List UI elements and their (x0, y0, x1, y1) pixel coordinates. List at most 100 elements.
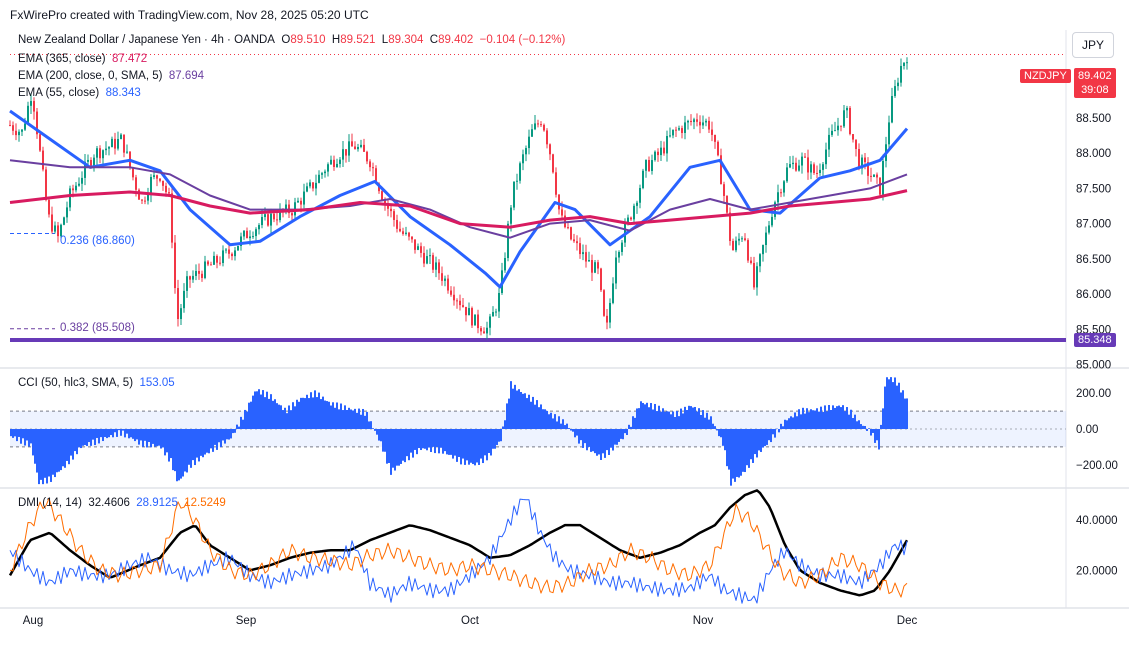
candle-body (783, 181, 785, 193)
cci-bar (900, 392, 902, 429)
cci-bar (254, 391, 256, 429)
candle-body (459, 300, 461, 306)
cci-bar (868, 428, 870, 429)
cci-bar (902, 390, 904, 429)
candle-body (339, 159, 341, 164)
cci-bar (302, 397, 304, 429)
candle-body (150, 176, 152, 195)
cci-bar (824, 405, 826, 429)
support-price-tag: 85.348 (1074, 333, 1116, 347)
cci-bar (674, 416, 676, 429)
cci-bar (414, 429, 416, 450)
cci-bar (698, 408, 700, 429)
candle-body (426, 256, 428, 264)
candle-body (729, 212, 731, 241)
cci-bar (336, 402, 338, 429)
candle-body (189, 276, 191, 280)
candle-body (183, 290, 185, 309)
cci-bar (622, 429, 624, 440)
cci-bar (290, 410, 292, 429)
cci-bar (416, 429, 418, 455)
ema-line-2 (9, 189, 908, 229)
candle-body (117, 139, 119, 149)
cci-bar (796, 416, 798, 429)
cci-bar (10, 429, 12, 437)
candle-body (321, 173, 323, 175)
candle-body (234, 250, 236, 257)
cci-bar (126, 429, 128, 434)
cci-bar (492, 429, 494, 449)
cci-bar (760, 429, 762, 452)
cci-bar (248, 402, 250, 429)
cci-bar (432, 429, 434, 447)
cci-bar (866, 429, 868, 431)
cci-bar (402, 429, 404, 461)
candle-body (354, 146, 356, 150)
candle-body (606, 315, 608, 323)
candle-body (666, 136, 668, 154)
cci-bar (846, 407, 848, 429)
cci-bar (298, 401, 300, 429)
cci-bar (666, 411, 668, 429)
candle-body (789, 164, 791, 168)
cci-bar (448, 429, 450, 455)
cci-bar (384, 429, 386, 452)
cci-bar (166, 429, 168, 453)
cci-bar (332, 402, 334, 429)
candle-body (852, 134, 854, 140)
cci-bar (296, 399, 298, 429)
candle-body (447, 278, 449, 291)
candle-body (243, 230, 245, 237)
candle-body (843, 110, 845, 127)
candle-body (489, 316, 491, 328)
candle-body (483, 331, 485, 334)
candle-body (678, 128, 680, 130)
candle-body (879, 177, 881, 195)
candle-body (330, 159, 332, 165)
cci-bar (562, 419, 564, 429)
cci-bar (460, 429, 462, 465)
candle-body (279, 209, 281, 221)
price-tick-label: 85.000 (1076, 359, 1111, 371)
candle-body (795, 162, 797, 171)
currency-button[interactable]: JPY (1072, 32, 1114, 58)
cci-bar (264, 397, 266, 429)
cci-bar (374, 429, 376, 431)
cci-bar (650, 403, 652, 429)
cci-bar (186, 429, 188, 473)
candle-body (111, 138, 113, 148)
cci-bar (340, 403, 342, 429)
cci-bar (372, 428, 374, 429)
candle-body (672, 129, 674, 136)
cci-bar (294, 406, 296, 429)
cci-bar (474, 429, 476, 466)
cci-bar (312, 397, 314, 429)
cci-bar (640, 401, 642, 429)
ema365-legend: EMA (365, close) 87.472 (18, 53, 148, 65)
cci-bar (344, 405, 346, 429)
cci-bar (42, 429, 44, 485)
candle-body (747, 240, 749, 261)
cci-bar (132, 429, 134, 439)
cci-bar (470, 429, 472, 463)
cci-bar (536, 400, 538, 429)
cci-bar (390, 429, 392, 475)
candle-body (213, 255, 215, 265)
cci-bar (630, 426, 632, 429)
cci-bar (346, 409, 348, 429)
candle-body (357, 146, 359, 150)
candle-body (660, 147, 662, 156)
cci-bar (202, 429, 204, 458)
candle-body (780, 192, 782, 194)
cci-bar (222, 429, 224, 441)
dmi-line-2 (9, 497, 908, 598)
cci-bar (508, 398, 510, 429)
cci-bar (86, 429, 88, 446)
candle-body (696, 119, 698, 122)
cci-bar (610, 429, 612, 448)
cci-bar (616, 429, 618, 445)
cci-bar (174, 429, 176, 472)
candle-body (99, 148, 101, 159)
time-tick-label: Sep (236, 615, 256, 627)
dmi-line-0 (8, 489, 909, 597)
